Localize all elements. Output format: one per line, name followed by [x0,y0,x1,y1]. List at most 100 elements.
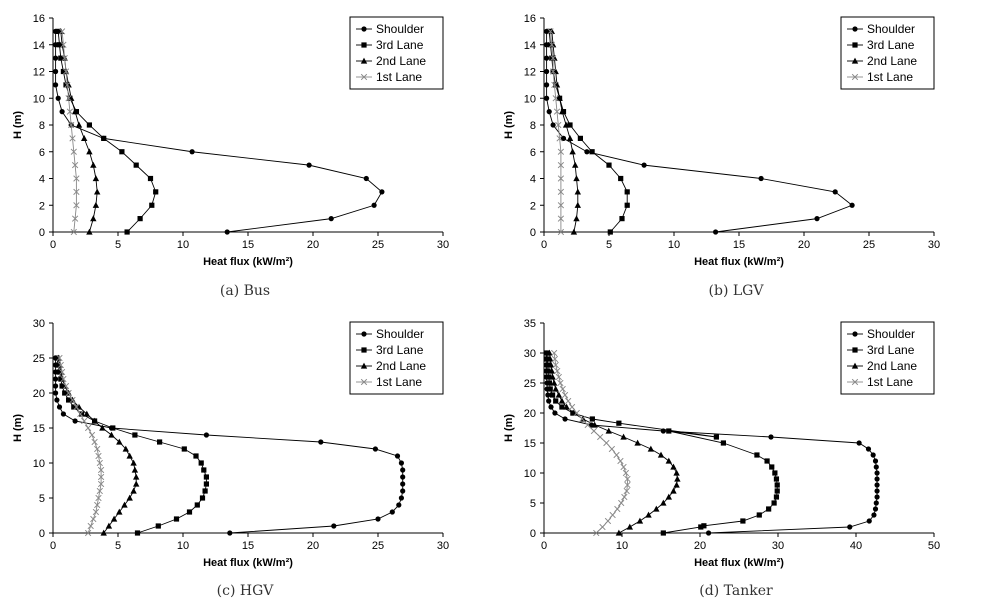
data-point-shoulder [865,446,872,452]
data-point-1st-lane [56,354,63,362]
data-point-shoulder [189,149,195,155]
legend-item-2nd-lane: 2nd Lane [847,359,917,373]
y-tick-label: 20 [33,388,45,400]
x-axis-title: Heat flux (kW/m²) [694,557,784,569]
data-point-2nd-lane [626,523,633,530]
data-point-2nd-lane [670,463,677,470]
data-point-2nd-lane [572,161,579,168]
data-point-shoulder [550,122,556,128]
data-point-1st-lane [95,452,102,460]
data-point-2nd-lane [673,469,680,476]
series-line-2nd-lane [551,31,579,233]
data-point-3rd-lane [133,162,139,168]
data-point-1st-lane [73,175,80,182]
y-tick-label: 30 [33,318,45,330]
data-point-2nd-lane [665,457,672,464]
data-point-1st-lane [561,391,569,399]
x-tick-label: 40 [850,540,862,552]
data-point-shoulder [713,229,719,235]
plot-area [53,354,406,537]
data-point-1st-lane [62,382,70,390]
data-point-2nd-lane [665,493,672,500]
x-tick-label: 25 [372,239,384,251]
data-point-1st-lane [608,445,616,453]
data-point-1st-lane [95,494,102,502]
data-point-2nd-lane [620,433,627,440]
data-point-3rd-lane [660,530,666,536]
legend-item-2nd-lane: 2nd Lane [847,54,917,68]
data-point-3rd-lane [546,28,552,34]
data-point-1st-lane [603,439,610,447]
data-point-3rd-lane [698,524,704,530]
data-point-shoulder [856,440,862,446]
y-tick-label: 0 [530,528,536,540]
legend-item-3rd-lane: 3rd Lane [847,343,915,357]
axes: 0 10 20 30 40 50 0 5 10 15 20 25 30 35 [524,318,940,552]
data-point-shoulder [874,482,880,488]
data-point-2nd-lane [562,121,570,128]
data-point-2nd-lane [674,475,681,482]
legend-label: 2nd Lane [376,54,426,68]
legend-label: 2nd Lane [867,359,917,373]
data-point-3rd-lane [619,216,625,222]
legend-item-2nd-lane: 2nd Lane [356,54,426,68]
chart-lgv: 0 5 10 15 20 25 30 0 2 4 6 8 10 12 14 16 Heat flux (kW/m… [503,13,940,268]
data-point-2nd-lane [90,215,97,222]
chart-tanker: 0 10 20 30 40 50 0 5 10 15 20 25 30 35 Heat flux (kW/m… [503,318,940,569]
legend-marker [360,378,368,386]
series-shoulder [544,28,855,235]
data-point-2nd-lane [86,148,93,155]
data-point-2nd-lane [116,438,123,445]
data-point-3rd-lane [199,495,206,501]
legend-marker [360,73,368,81]
data-point-1st-lane [66,108,74,115]
chart-bus: 0 5 10 15 20 25 30 0 2 4 6 8 10 12 14 16 Heat flux (kW/m… [12,13,449,268]
data-point-1st-lane [623,487,630,495]
data-point-2nd-lane [130,459,137,466]
y-tick-label: 2 [530,200,536,212]
legend-label: 3rd Lane [867,38,915,52]
y-tick-label: 16 [33,13,45,25]
x-tick-label: 10 [177,239,189,251]
data-point-1st-lane [73,202,80,209]
data-point-1st-lane [609,511,616,519]
data-point-1st-lane [92,508,100,516]
data-point-3rd-lane [186,509,193,515]
data-point-2nd-lane [636,517,644,524]
data-point-shoulder [363,175,369,182]
series-line-1st-lane [59,357,102,534]
data-point-1st-lane [557,148,565,155]
data-point-1st-lane [549,54,557,62]
data-point-2nd-lane [90,161,97,168]
data-point-shoulder [641,162,647,168]
data-point-3rd-lane [774,482,780,488]
legend: Shoulder 3rd Lane 2nd Lane 1st Lane [349,16,444,90]
data-point-3rd-lane [545,368,551,374]
series-line-2nd-lane [549,352,678,534]
data-point-3rd-lane [666,428,672,434]
data-point-2nd-lane [605,427,612,434]
data-point-1st-lane [77,410,84,418]
data-point-2nd-lane [591,421,598,428]
data-point-1st-lane [555,121,562,129]
data-point-1st-lane [555,373,562,381]
data-point-2nd-lane [105,522,113,529]
data-point-3rd-lane [547,42,554,48]
data-point-2nd-lane [660,499,667,506]
y-tick-label: 30 [524,348,536,360]
data-point-1st-lane [557,161,565,169]
data-point-2nd-lane [100,529,107,536]
data-point-2nd-lane [94,188,101,195]
data-point-shoulder [372,446,378,452]
data-point-1st-lane [65,389,72,397]
legend-item-1st-lane: 1st Lane [847,70,913,84]
chart-panel-lgv: 0 5 10 15 20 25 30 0 2 4 6 8 10 12 14 16 Heat flux (kW/m… [491,0,981,304]
data-point-2nd-lane [121,501,128,508]
data-point-2nd-lane [99,424,106,431]
data-point-1st-lane [96,459,103,467]
data-point-2nd-lane [559,108,566,115]
data-point-shoulder [560,135,567,141]
data-point-1st-lane [624,475,631,483]
data-point-shoulder [331,523,337,529]
data-point-1st-lane [96,487,103,495]
